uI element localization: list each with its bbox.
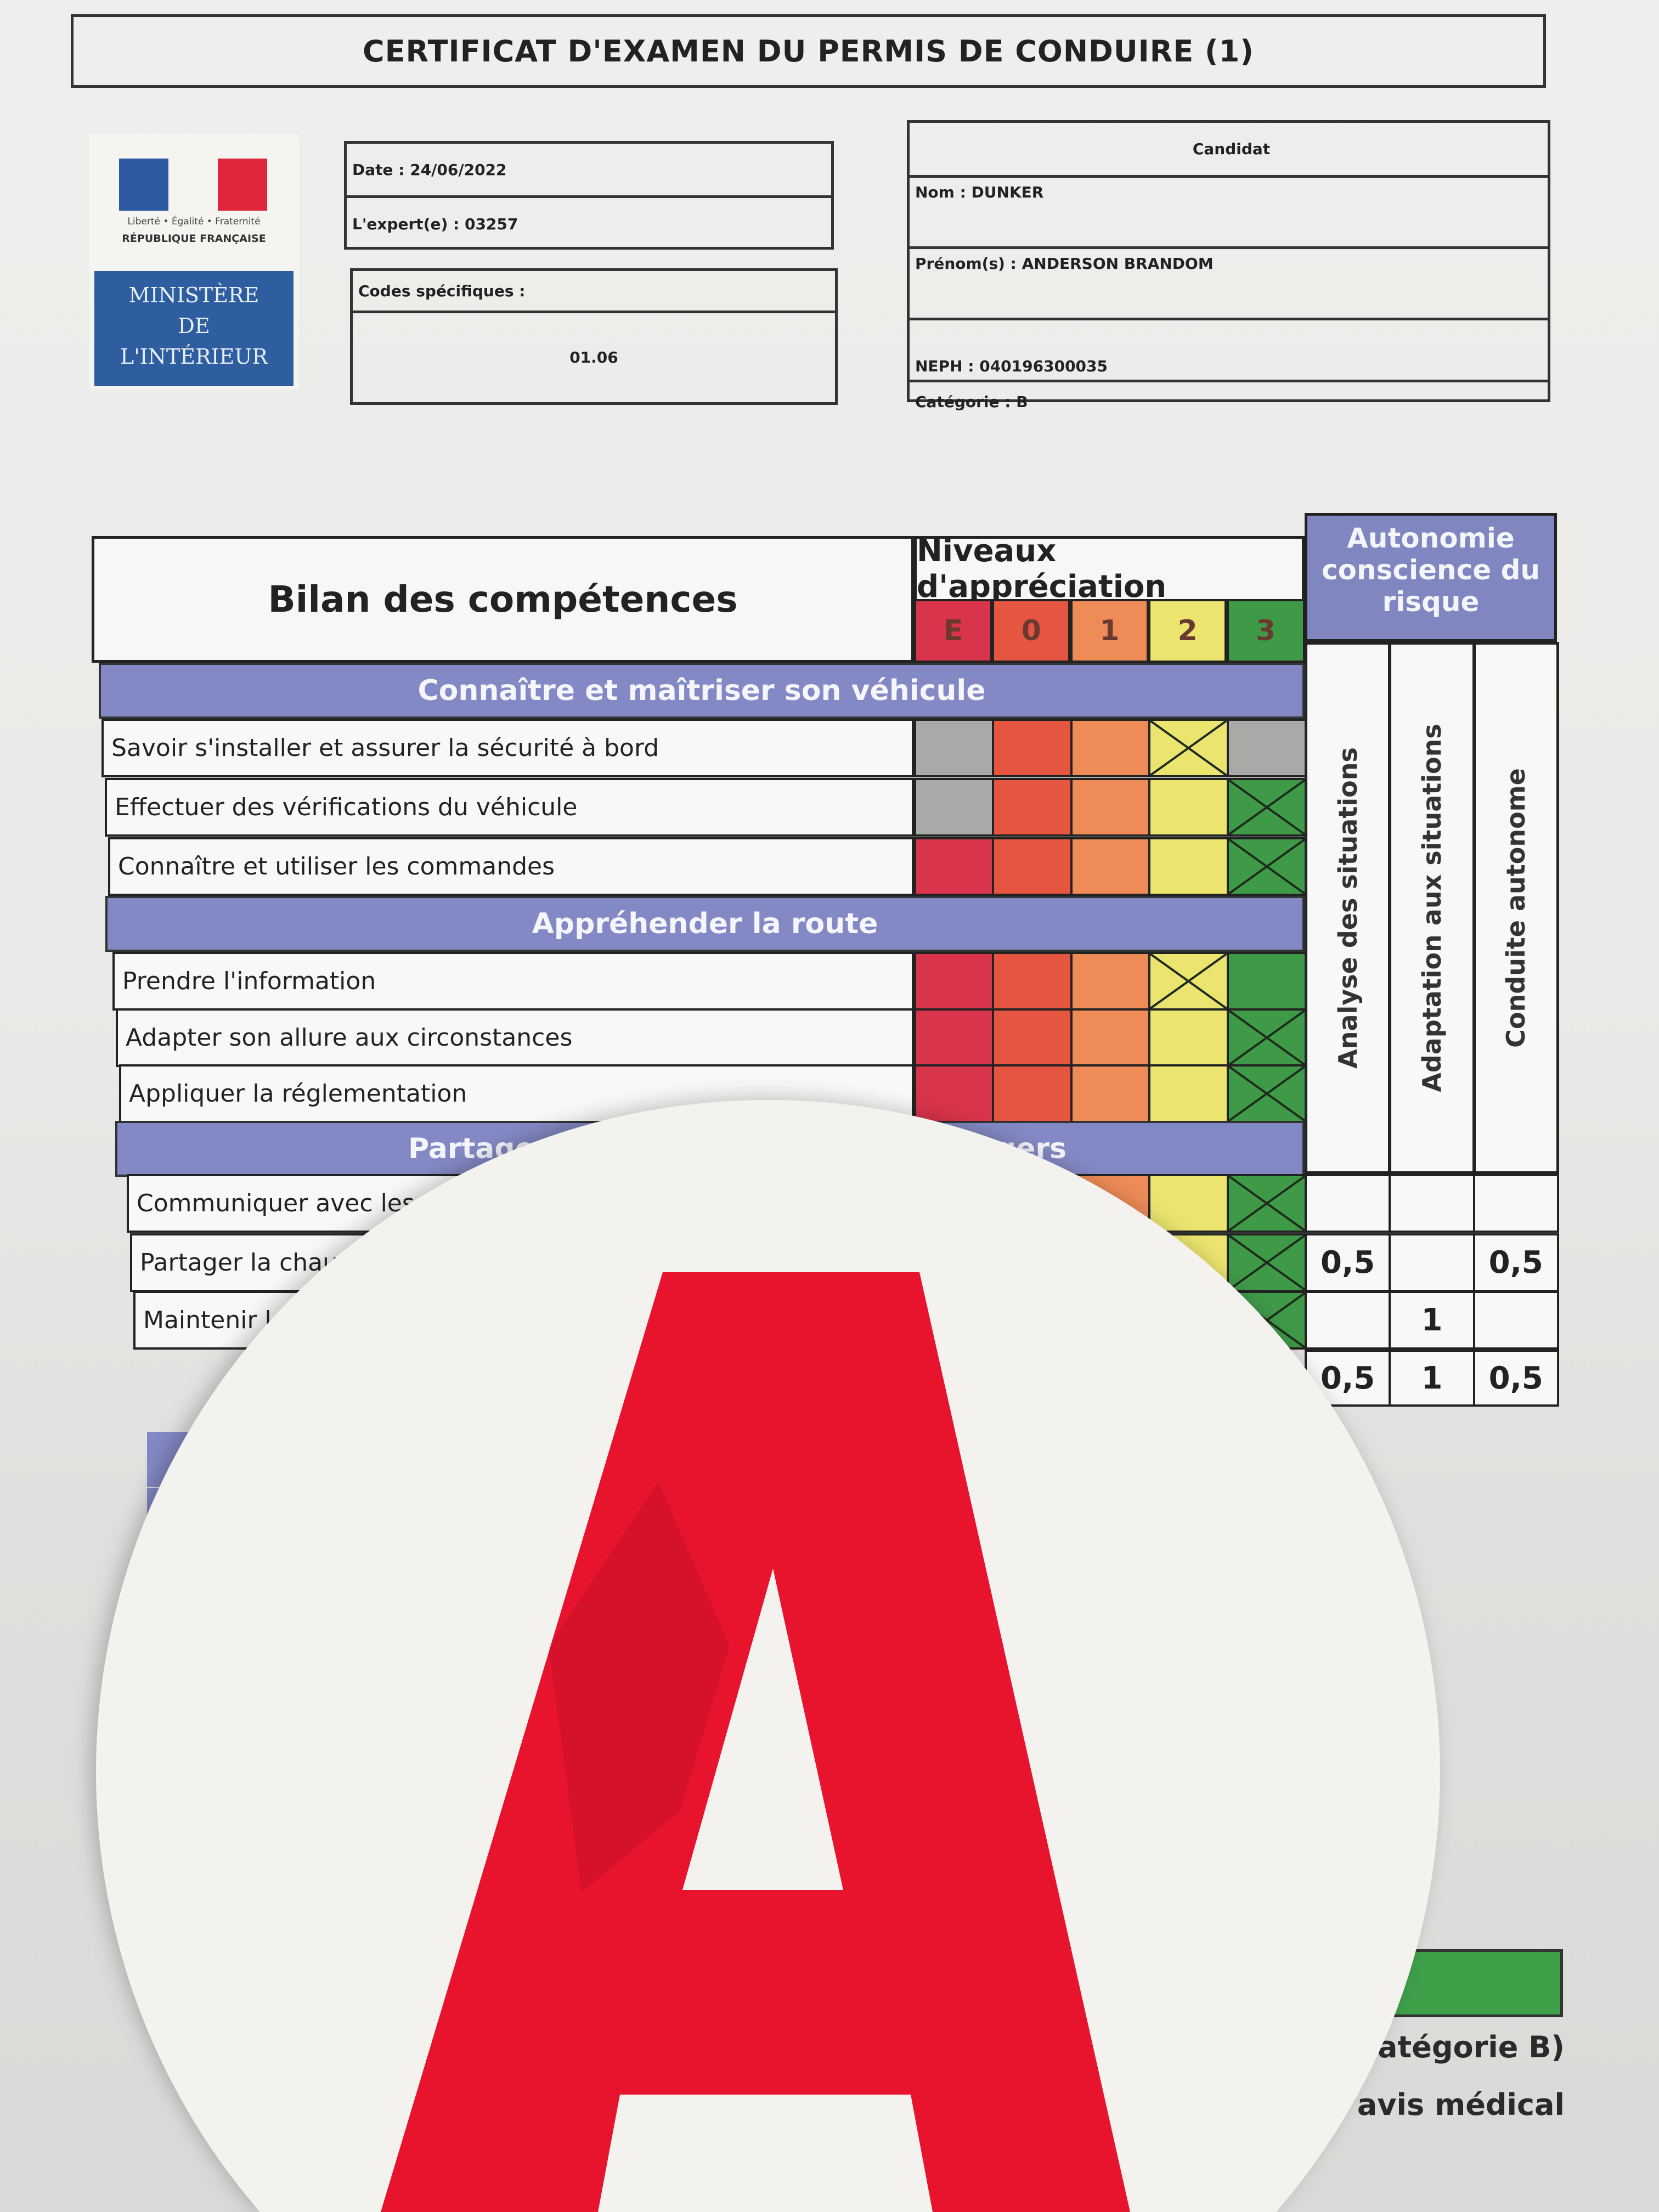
level-cell-1[interactable] (1070, 837, 1151, 896)
autonomy-title: Autonomie conscience du risque (1305, 513, 1557, 642)
bottom-line-2: 'avis médical (1348, 2087, 1565, 2122)
autonomy-total: 0,5 (1472, 1350, 1559, 1407)
logo-motto: Liberté • Égalité • Fraternité (127, 216, 261, 227)
exam-date: Date : 24/06/2022 (347, 144, 831, 198)
level-cell-3-checked[interactable] (1226, 1233, 1307, 1292)
level-cell-3-checked[interactable] (1226, 1008, 1307, 1067)
autonomy-cell (1389, 1174, 1475, 1233)
sticker-shadow (549, 1481, 730, 1893)
result-indicator (1389, 1949, 1563, 2017)
ministry-line: L'INTÉRIEUR (120, 345, 268, 369)
autonomy-cell (1472, 1291, 1559, 1350)
competence-row-label: Effectuer des vérifications du véhicule (105, 778, 914, 837)
check-x-icon (1150, 721, 1227, 775)
level-cell-2[interactable] (1148, 1008, 1229, 1067)
candidate-prenom: Prénom(s) : ANDERSON BRANDOM (910, 249, 1548, 320)
level-cell-2[interactable] (1148, 778, 1229, 837)
check-x-icon (1150, 954, 1227, 1008)
level-cell-E[interactable] (914, 1064, 995, 1123)
level-header-0: 0 (992, 599, 1071, 663)
autonomy-column-header: Analyse des situations (1305, 642, 1391, 1174)
level-header-1: 1 (1070, 599, 1149, 663)
autonomy-cell: 1 (1389, 1291, 1475, 1350)
candidate-header: Candidat (910, 123, 1548, 178)
candidate-box: Candidat Nom : DUNKER Prénom(s) : ANDERS… (907, 120, 1550, 411)
level-header-E: E (914, 599, 992, 663)
bottom-line-1: atégorie B) (1377, 2030, 1565, 2064)
codes-value: 01.06 (569, 348, 618, 366)
levels-title: Niveaux d'appréciation (914, 533, 1305, 605)
autonomy-column-header: Conduite autonome (1472, 642, 1559, 1174)
ministry-logo: Liberté • Égalité • Fraternité RÉPUBLIQU… (89, 134, 299, 390)
exam-info-box: Date : 24/06/2022 L'expert(e) : 03257 (344, 141, 834, 250)
codes-label: Codes spécifiques : (353, 271, 835, 313)
table-title: Bilan des compétences (92, 536, 914, 663)
autonomy-cell: 0,5 (1305, 1233, 1391, 1292)
level-cell-2-checked[interactable] (1148, 719, 1229, 777)
level-cell-0[interactable] (992, 778, 1073, 837)
competence-row-label: Savoir s'installer et assurer la sécurit… (101, 719, 914, 777)
french-flag-icon (119, 159, 267, 211)
autonomy-cell (1389, 1233, 1475, 1292)
check-x-icon (1228, 1176, 1305, 1231)
level-cell-3[interactable] (1226, 719, 1307, 777)
level-cell-2[interactable] (1148, 1064, 1229, 1123)
sticker-disc (95, 1100, 1440, 2212)
codes-box: Codes spécifiques : 01.06 (350, 268, 838, 405)
level-header-2: 2 (1148, 599, 1227, 663)
level-cell-0[interactable] (992, 952, 1073, 1011)
ministry-line: DE (178, 314, 210, 338)
exam-expert: L'expert(e) : 03257 (352, 215, 518, 233)
autonomy-cell (1472, 1174, 1559, 1233)
competence-row-label: Connaître et utiliser les commandes (108, 837, 914, 896)
letter-a-icon (381, 1272, 1130, 2212)
candidate-categorie: Catégorie : B (915, 392, 1028, 411)
section-header: Connaître et maîtriser son véhicule (99, 663, 1305, 719)
ministry-line: MINISTÈRE (128, 283, 259, 307)
autonomy-total: 1 (1389, 1350, 1475, 1407)
candidate-nom: Nom : DUNKER (910, 178, 1548, 249)
autonomy-cell (1305, 1174, 1391, 1233)
level-cell-2[interactable] (1148, 837, 1229, 896)
level-cell-3-checked[interactable] (1226, 1064, 1307, 1123)
candidate-neph: NEPH : 040196300035 (910, 320, 1548, 382)
level-cell-3-checked[interactable] (1226, 778, 1307, 837)
check-x-icon (1228, 1066, 1305, 1121)
level-cell-1[interactable] (1070, 719, 1151, 777)
autonomy-cell: 0,5 (1472, 1233, 1559, 1292)
check-x-icon (1228, 1235, 1305, 1290)
section-header: Appréhender la route (105, 896, 1305, 952)
autonomy-cell (1305, 1291, 1391, 1350)
level-cell-0[interactable] (992, 837, 1073, 896)
level-cell-3-checked[interactable] (1226, 837, 1307, 896)
level-header-3: 3 (1226, 599, 1305, 663)
level-cell-E[interactable] (914, 719, 995, 777)
certificate-title-text: CERTIFICAT D'EXAMEN DU PERMIS DE CONDUIR… (363, 33, 1254, 69)
logo-ministry: MINISTÈRE DE L'INTÉRIEUR (94, 271, 294, 386)
level-cell-3-checked[interactable] (1226, 1174, 1307, 1233)
logo-republic: RÉPUBLIQUE FRANÇAISE (122, 233, 266, 245)
check-x-icon (1228, 1011, 1305, 1065)
check-x-icon (1228, 780, 1305, 834)
check-x-icon (1228, 839, 1305, 894)
certificate-title: CERTIFICAT D'EXAMEN DU PERMIS DE CONDUIR… (71, 14, 1546, 88)
